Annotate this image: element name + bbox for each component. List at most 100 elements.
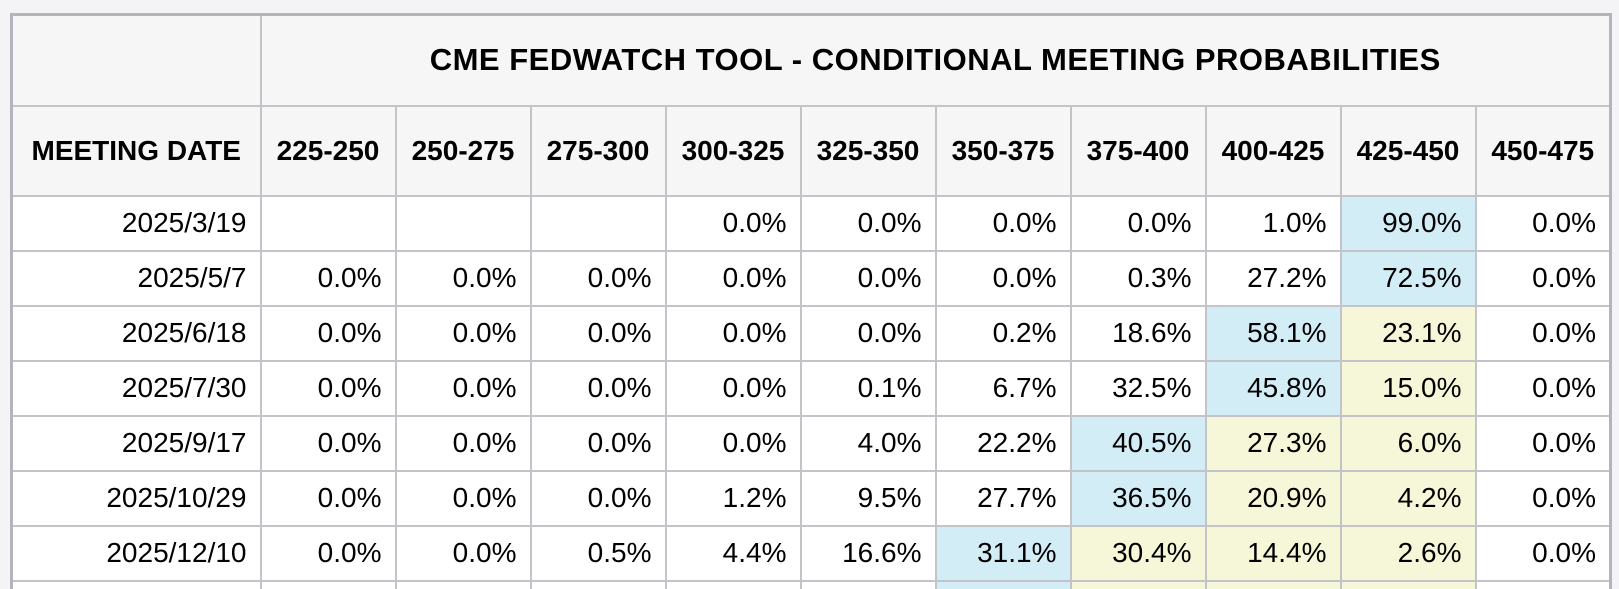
- table-row: 2025/9/17 0.0% 0.0% 0.0% 0.0% 4.0% 22.2% 40.5% 2…: [10, 414, 1612, 472]
- table-row: 2025/5/7 0.0% 0.0% 0.0% 0.0% 0.0% 0.0% 0.3% 27.2…: [10, 249, 1612, 307]
- probability-cell: [1069, 579, 1207, 589]
- probability-cell: 0.0%: [259, 304, 397, 362]
- probability-cell: [394, 194, 532, 252]
- probability-cell: 99.0%: [1339, 194, 1477, 252]
- col-header-meeting-date: MEETING DATE: [10, 104, 262, 197]
- probability-cell: 0.0%: [664, 304, 802, 362]
- col-header-range-450-475: 450-475: [1474, 104, 1612, 197]
- probability-cell: 0.0%: [259, 524, 397, 582]
- probability-cell: 20.9%: [1204, 469, 1342, 527]
- probability-cell: 1.0%: [1204, 194, 1342, 252]
- probability-cell: 0.0%: [1474, 414, 1612, 472]
- meeting-date-cell: 2025/7/30: [10, 359, 262, 417]
- col-header-range-375-400: 375-400: [1069, 104, 1207, 197]
- probability-cell: 72.5%: [1339, 249, 1477, 307]
- probability-cell: 40.5%: [1069, 414, 1207, 472]
- table-row-partial: [10, 579, 1612, 589]
- table-title: CME FEDWATCH TOOL - CONDITIONAL MEETING …: [259, 13, 1612, 107]
- col-header-range-225-250: 225-250: [259, 104, 397, 197]
- table-row: 2025/10/29 0.0% 0.0% 0.0% 1.2% 9.5% 27.7% 36.5%…: [10, 469, 1612, 527]
- probability-cell: 0.0%: [1474, 524, 1612, 582]
- col-header-range-350-375: 350-375: [934, 104, 1072, 197]
- probability-cell: [394, 579, 532, 589]
- probability-cell: 9.5%: [799, 469, 937, 527]
- column-header-row: MEETING DATE 225-250 250-275 275-300 300-325…: [10, 104, 1612, 197]
- probability-cell: 16.6%: [799, 524, 937, 582]
- probability-cell: 0.0%: [259, 469, 397, 527]
- probability-cell: 0.0%: [664, 249, 802, 307]
- meeting-date-cell: 2025/12/10: [10, 524, 262, 582]
- probability-cell: [529, 194, 667, 252]
- probability-cell: 0.0%: [529, 304, 667, 362]
- col-header-range-250-275: 250-275: [394, 104, 532, 197]
- probability-cell: 0.5%: [529, 524, 667, 582]
- probability-cell: 0.0%: [529, 414, 667, 472]
- table-body: 2025/3/19 0.0% 0.0% 0.0% 0.0% 1.0% 99.0% 0.0% 20…: [10, 194, 1612, 589]
- probability-cell: [934, 579, 1072, 589]
- probability-cell: 27.3%: [1204, 414, 1342, 472]
- probability-cell: 0.0%: [664, 414, 802, 472]
- probability-cell: 0.0%: [934, 194, 1072, 252]
- probability-cell: 0.0%: [799, 194, 937, 252]
- col-header-range-275-300: 275-300: [529, 104, 667, 197]
- probability-cell: 0.0%: [529, 249, 667, 307]
- probability-cell: 0.0%: [799, 249, 937, 307]
- probability-cell: 27.2%: [1204, 249, 1342, 307]
- probability-cell: 0.0%: [1474, 194, 1612, 252]
- probability-cell: 0.1%: [799, 359, 937, 417]
- probability-cell: 0.2%: [934, 304, 1072, 362]
- probability-cell: 31.1%: [934, 524, 1072, 582]
- probability-cell: 0.0%: [529, 469, 667, 527]
- probability-cell: 6.7%: [934, 359, 1072, 417]
- probability-cell: 58.1%: [1204, 304, 1342, 362]
- probability-cell: 4.0%: [799, 414, 937, 472]
- probability-cell: 22.2%: [934, 414, 1072, 472]
- probability-cell: 6.0%: [1339, 414, 1477, 472]
- probability-cell: 14.4%: [1204, 524, 1342, 582]
- probability-cell: 0.0%: [1474, 304, 1612, 362]
- probability-cell: 0.0%: [259, 414, 397, 472]
- probability-cell: 0.0%: [1474, 469, 1612, 527]
- table-row: 2025/7/30 0.0% 0.0% 0.0% 0.0% 0.1% 6.7% 32.5% 45…: [10, 359, 1612, 417]
- probability-cell: [259, 194, 397, 252]
- probability-cell: [1339, 579, 1477, 589]
- fedwatch-probabilities-table: CME FEDWATCH TOOL - CONDITIONAL MEETING …: [10, 13, 1612, 589]
- probability-cell: [259, 579, 397, 589]
- probability-cell: 0.0%: [799, 304, 937, 362]
- probability-cell: 27.7%: [934, 469, 1072, 527]
- col-header-range-325-350: 325-350: [799, 104, 937, 197]
- meeting-date-cell: 2025/6/18: [10, 304, 262, 362]
- probability-cell: 23.1%: [1339, 304, 1477, 362]
- meeting-date-cell: 2025/10/29: [10, 469, 262, 527]
- probability-cell: 0.0%: [259, 359, 397, 417]
- probability-cell: [1204, 579, 1342, 589]
- probability-cell: 0.0%: [394, 414, 532, 472]
- probability-cell: 18.6%: [1069, 304, 1207, 362]
- meeting-date-cell: [10, 579, 262, 589]
- probability-cell: 0.0%: [1474, 359, 1612, 417]
- probability-cell: 4.2%: [1339, 469, 1477, 527]
- probability-cell: 15.0%: [1339, 359, 1477, 417]
- probability-cell: 32.5%: [1069, 359, 1207, 417]
- probability-cell: 45.8%: [1204, 359, 1342, 417]
- probability-cell: [529, 579, 667, 589]
- col-header-range-425-450: 425-450: [1339, 104, 1477, 197]
- corner-cell: [10, 13, 262, 107]
- table-row: 2025/3/19 0.0% 0.0% 0.0% 0.0% 1.0% 99.0% 0.0%: [10, 194, 1612, 252]
- probability-cell: 0.0%: [1069, 194, 1207, 252]
- meeting-date-cell: 2025/3/19: [10, 194, 262, 252]
- probability-cell: 0.0%: [394, 304, 532, 362]
- probability-cell: [664, 579, 802, 589]
- probability-cell: 0.0%: [394, 249, 532, 307]
- probability-cell: 4.4%: [664, 524, 802, 582]
- probability-cell: 0.0%: [934, 249, 1072, 307]
- col-header-range-300-325: 300-325: [664, 104, 802, 197]
- table-row: 2025/6/18 0.0% 0.0% 0.0% 0.0% 0.0% 0.2% 18.6% 58…: [10, 304, 1612, 362]
- probability-cell: 1.2%: [664, 469, 802, 527]
- probability-cell: [1474, 579, 1612, 589]
- probability-cell: 36.5%: [1069, 469, 1207, 527]
- meeting-date-cell: 2025/9/17: [10, 414, 262, 472]
- probability-cell: 2.6%: [1339, 524, 1477, 582]
- probability-cell: 0.0%: [259, 249, 397, 307]
- probability-cell: 0.3%: [1069, 249, 1207, 307]
